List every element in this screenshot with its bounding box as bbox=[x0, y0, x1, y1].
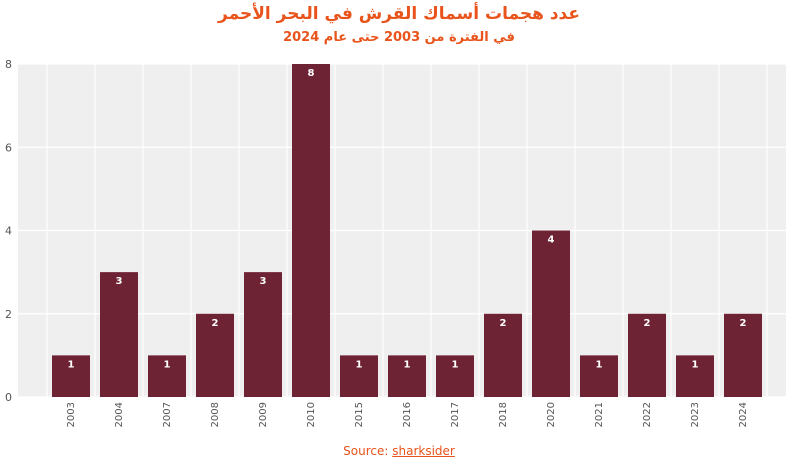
bar bbox=[148, 355, 186, 397]
bar-value-label: 1 bbox=[452, 359, 459, 370]
bar-value-label: 3 bbox=[260, 276, 267, 287]
bar bbox=[340, 355, 378, 397]
bar bbox=[388, 355, 426, 397]
bar-value-label: 1 bbox=[692, 359, 699, 370]
bar bbox=[484, 313, 522, 397]
y-tick-label: 4 bbox=[5, 225, 12, 238]
x-tick-label: 2016 bbox=[402, 402, 413, 427]
bar-value-label: 2 bbox=[740, 318, 747, 329]
bar-value-label: 2 bbox=[500, 318, 507, 329]
bar-value-label: 1 bbox=[596, 359, 603, 370]
bar bbox=[724, 313, 762, 397]
x-tick-label: 2020 bbox=[546, 402, 557, 427]
x-tick-label: 2009 bbox=[258, 402, 269, 427]
source-link[interactable]: sharksider bbox=[392, 444, 455, 458]
bar-value-label: 1 bbox=[404, 359, 411, 370]
bar-value-label: 1 bbox=[164, 359, 171, 370]
source-line: Source: sharksider bbox=[0, 444, 798, 458]
x-tick-label: 2024 bbox=[738, 402, 749, 427]
bar bbox=[676, 355, 714, 397]
x-tick-label: 2017 bbox=[450, 402, 461, 427]
bar-value-label: 2 bbox=[212, 318, 219, 329]
bar-value-label: 8 bbox=[308, 68, 315, 79]
x-tick-label: 2022 bbox=[642, 402, 653, 427]
bar-value-label: 1 bbox=[68, 359, 75, 370]
x-tick-label: 2010 bbox=[306, 402, 317, 427]
y-tick-label: 2 bbox=[5, 308, 12, 321]
bar bbox=[628, 313, 666, 397]
bar bbox=[52, 355, 90, 397]
bar-value-label: 4 bbox=[548, 235, 555, 246]
y-tick-label: 0 bbox=[5, 391, 12, 404]
bar bbox=[100, 272, 138, 397]
x-tick-label: 2015 bbox=[354, 402, 365, 427]
x-tick-label: 2023 bbox=[690, 402, 701, 427]
y-tick-label: 8 bbox=[5, 58, 12, 71]
x-tick-label: 2003 bbox=[66, 402, 77, 427]
bar-value-label: 1 bbox=[356, 359, 363, 370]
bar bbox=[244, 272, 282, 397]
source-prefix: Source: bbox=[343, 444, 389, 458]
x-tick-label: 2008 bbox=[210, 402, 221, 427]
x-tick-label: 2021 bbox=[594, 402, 605, 427]
chart-subtitle: في الفترة من 2003 حتى عام 2024 bbox=[283, 30, 515, 45]
chart-title: عدد هجمات أسماك القرش في البحر الأحمر bbox=[218, 4, 580, 24]
x-tick-label: 2018 bbox=[498, 402, 509, 427]
y-tick-label: 6 bbox=[5, 141, 12, 154]
bar-value-label: 2 bbox=[644, 318, 651, 329]
bar bbox=[292, 64, 330, 397]
x-tick-label: 2007 bbox=[162, 402, 173, 427]
bar bbox=[580, 355, 618, 397]
bar bbox=[436, 355, 474, 397]
bar-value-label: 3 bbox=[116, 276, 123, 287]
bar bbox=[532, 230, 570, 397]
bar bbox=[196, 313, 234, 397]
x-tick-label: 2004 bbox=[114, 402, 125, 427]
